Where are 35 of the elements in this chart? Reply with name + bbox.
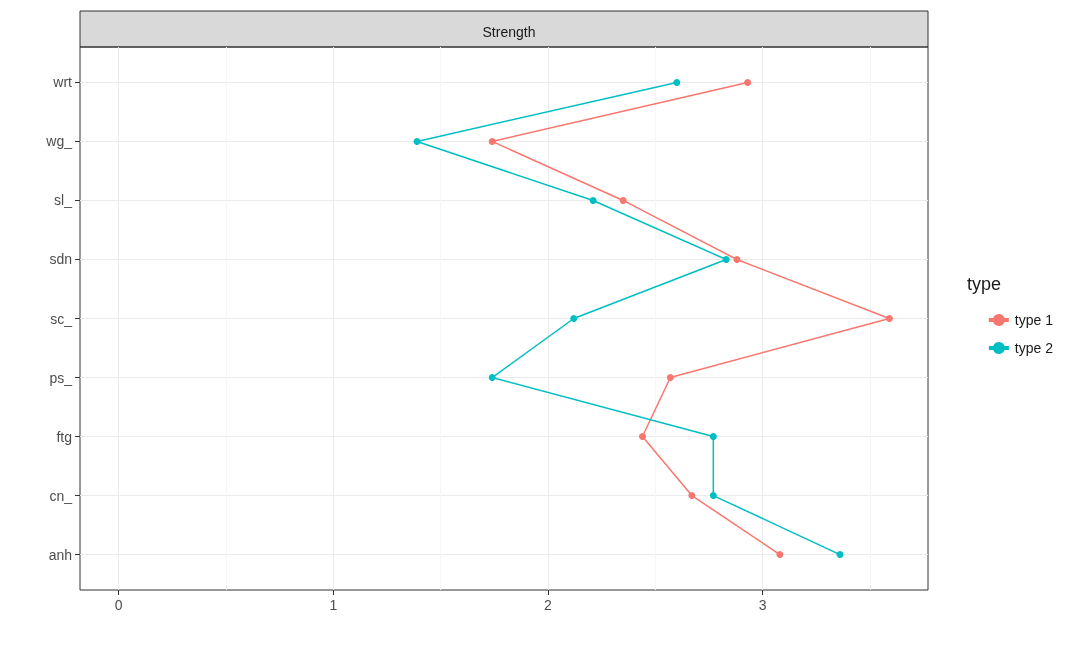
- x-tick-label: 3: [758, 597, 767, 613]
- y-tick-label: ftg: [56, 428, 72, 445]
- point: [688, 492, 696, 500]
- point: [619, 196, 627, 204]
- y-tick-label: cn_: [49, 487, 73, 504]
- y-tick-label: wg_: [45, 133, 73, 150]
- point: [570, 315, 578, 322]
- point: [733, 255, 741, 263]
- y-tick-label: anh: [48, 546, 72, 563]
- point: [413, 137, 421, 145]
- point: [744, 78, 752, 86]
- point: [488, 374, 496, 382]
- y-tick-label: ps_: [49, 369, 73, 386]
- x-tick-label: 0: [114, 597, 123, 613]
- point: [488, 137, 496, 145]
- point: [673, 78, 681, 86]
- point: [709, 433, 717, 441]
- y-tick-label: sl_: [54, 192, 73, 209]
- legend-label: type 2: [1014, 340, 1054, 356]
- point: [638, 433, 646, 441]
- point: [885, 315, 893, 322]
- point: [722, 255, 730, 263]
- point: [836, 551, 844, 559]
- y-tick-label: wrt: [52, 74, 73, 91]
- point: [709, 492, 717, 500]
- x-tick-label: 1: [329, 597, 338, 613]
- point: [776, 551, 784, 559]
- point: [589, 196, 597, 204]
- y-tick-label: sdn: [49, 251, 72, 268]
- chart-title: Strength: [482, 24, 536, 40]
- legend-label: type 1: [1014, 312, 1054, 328]
- y-tick-label: sc_: [50, 310, 73, 327]
- x-tick-label: 2: [544, 597, 553, 613]
- point: [666, 374, 674, 382]
- legend-title: type: [967, 274, 1002, 294]
